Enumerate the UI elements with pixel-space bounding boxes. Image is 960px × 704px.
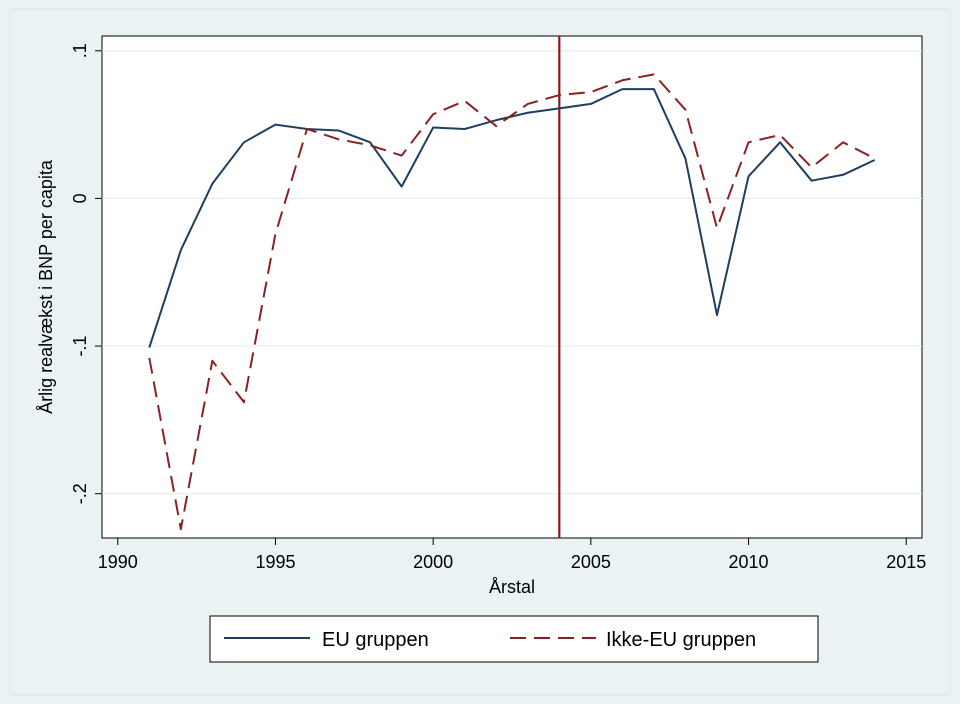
legend-label-eu-gruppen: EU gruppen [322,629,429,651]
x-tick-label-0: 1990 [98,552,138,572]
y-axis-ticks: -.2 -.1 0 .1 [70,43,102,504]
series-line-eu-gruppen [148,88,876,348]
outer-frame [9,8,951,696]
legend-label-ikke-eu-gruppen: Ikke-EU gruppen [606,629,756,651]
y-tick-label-3: .1 [70,43,90,58]
x-tick-label-2: 2000 [413,552,453,572]
series-line-ikke-eu-gruppen [148,73,876,531]
plot-area [101,35,923,539]
y-axis-label: Årlig realvækst i BNP per capita [36,159,56,414]
x-axis-label: Årstal [489,577,535,597]
x-tick-label-4: 2010 [729,552,769,572]
x-tick-label-3: 2005 [571,552,611,572]
grid-layer [102,50,922,495]
y-tick-label-1: -.1 [70,336,90,357]
x-axis-ticks: 1990 1995 2000 2005 2010 2015 [98,538,926,572]
x-tick-label-1: 1995 [255,552,295,572]
series-layer [148,73,876,531]
x-tick-label-5: 2015 [886,552,926,572]
y-tick-label-2: 0 [70,193,90,203]
y-tick-label-0: -.2 [70,483,90,504]
